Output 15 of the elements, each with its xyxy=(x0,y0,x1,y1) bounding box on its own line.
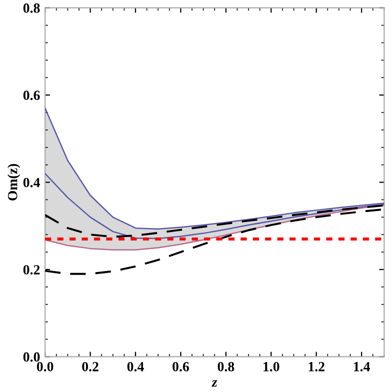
x-tick-label: 1.0 xyxy=(264,362,280,372)
y-axis-title: Om(z) xyxy=(7,164,20,200)
x-tick-label: 0.0 xyxy=(36,362,54,372)
x-tick-label: 0.2 xyxy=(82,362,98,372)
x-tick-label: 0.6 xyxy=(172,362,189,372)
y-tick-label: 0.0 xyxy=(23,352,40,362)
x-axis-title: z xyxy=(212,380,218,387)
x-tick-label: 0.4 xyxy=(127,362,144,372)
x-tick-label: 1.4 xyxy=(354,362,370,372)
x-tick-label: 0.8 xyxy=(218,362,234,372)
y-tick-label: 0.8 xyxy=(23,3,40,13)
y-tick-label: 0.4 xyxy=(23,178,40,188)
x-tick-label: 1.2 xyxy=(308,362,324,372)
y-tick-label: 0.6 xyxy=(23,90,40,100)
y-tick-label: 0.2 xyxy=(23,265,40,275)
